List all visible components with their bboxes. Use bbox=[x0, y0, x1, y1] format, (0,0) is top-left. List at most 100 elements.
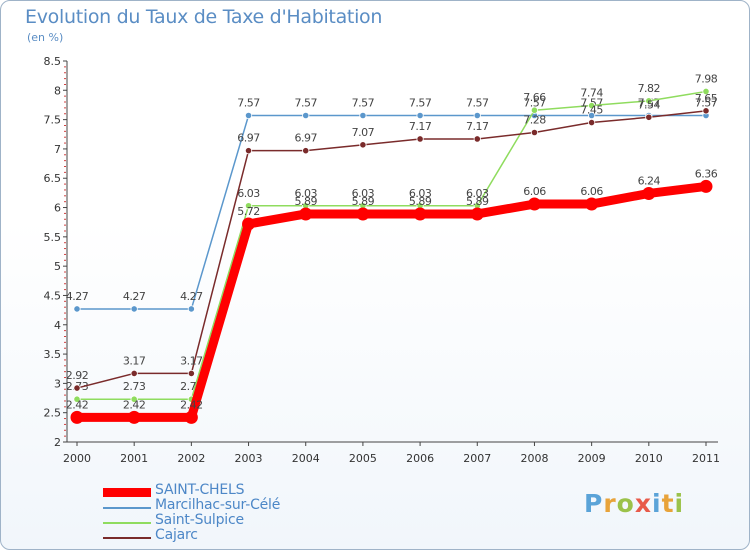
legend-swatch bbox=[103, 537, 151, 539]
y-tick-label: 3.5 bbox=[44, 348, 62, 361]
data-label: 7.07 bbox=[352, 126, 375, 139]
data-point bbox=[127, 410, 141, 424]
data-point bbox=[302, 111, 310, 120]
legend-label: Saint-Sulpice bbox=[155, 512, 244, 528]
x-tick-label: 2008 bbox=[520, 452, 548, 465]
data-label: 4.27 bbox=[66, 290, 89, 303]
data-label: 2.73 bbox=[123, 380, 146, 393]
data-point bbox=[130, 369, 138, 378]
data-label: 6.24 bbox=[638, 174, 661, 187]
data-label: 7.17 bbox=[466, 120, 489, 133]
y-tick-label: 6 bbox=[54, 202, 61, 215]
x-tick-label: 2004 bbox=[292, 452, 320, 465]
logo-letter: P bbox=[584, 489, 604, 518]
data-label: 5.89 bbox=[409, 195, 432, 208]
legend-swatch bbox=[103, 522, 151, 524]
data-label: 7.54 bbox=[638, 98, 661, 111]
data-point bbox=[242, 217, 256, 231]
data-label: 5.89 bbox=[352, 195, 375, 208]
y-tick-label: 8 bbox=[54, 84, 61, 97]
data-point bbox=[588, 101, 596, 110]
data-point bbox=[588, 111, 596, 120]
y-tick-label: 7 bbox=[54, 143, 61, 156]
data-point bbox=[244, 202, 253, 210]
logo-letter: i bbox=[652, 489, 662, 518]
data-point bbox=[470, 207, 484, 221]
series-line bbox=[72, 181, 711, 422]
data-point bbox=[645, 97, 653, 105]
data-point bbox=[416, 111, 424, 120]
legend-swatch bbox=[103, 507, 151, 509]
data-label: 2.42 bbox=[123, 398, 146, 411]
data-point bbox=[416, 135, 424, 143]
logo-letter: i bbox=[674, 489, 685, 518]
data-label: 2.42 bbox=[66, 398, 89, 411]
data-label: 6.36 bbox=[695, 167, 718, 180]
data-label: 6.06 bbox=[580, 185, 603, 198]
data-label: 3.17 bbox=[123, 354, 146, 367]
data-point bbox=[73, 395, 81, 403]
x-tick-label: 2002 bbox=[177, 452, 205, 465]
data-label: 7.57 bbox=[352, 97, 375, 110]
data-point bbox=[527, 197, 541, 211]
data-label: 7.45 bbox=[580, 104, 603, 117]
data-point bbox=[130, 305, 138, 313]
data-label: 7.82 bbox=[638, 82, 661, 95]
data-point bbox=[473, 111, 481, 120]
data-label: 7.57 bbox=[523, 97, 546, 110]
proxiti-logo: Proxiti bbox=[584, 489, 684, 518]
data-label: 3.17 bbox=[180, 354, 203, 367]
logo-letter: o bbox=[616, 489, 635, 518]
legend-label: Cajarc bbox=[155, 527, 198, 543]
logo-letter: r bbox=[603, 489, 617, 518]
y-tick-label: 7.5 bbox=[44, 114, 62, 127]
series-line bbox=[76, 114, 707, 310]
chart-title: Evolution du Taux de Taxe d'Habitation bbox=[25, 6, 383, 28]
data-label: 7.57 bbox=[294, 97, 317, 110]
data-label: 5.89 bbox=[466, 195, 489, 208]
data-label: 2.42 bbox=[180, 398, 203, 411]
data-label: 7.57 bbox=[237, 97, 260, 110]
data-label: 6.03 bbox=[352, 187, 375, 200]
data-point bbox=[184, 410, 198, 424]
data-point bbox=[588, 118, 596, 127]
y-tick-label: 5.5 bbox=[44, 231, 62, 244]
data-point bbox=[187, 305, 195, 313]
data-label: 6.03 bbox=[409, 187, 432, 200]
y-tick-label: 6.5 bbox=[44, 172, 62, 185]
x-tick-label: 2003 bbox=[235, 452, 263, 465]
data-point bbox=[645, 113, 653, 121]
data-label: 6.03 bbox=[237, 187, 260, 200]
data-point bbox=[130, 395, 138, 403]
data-point bbox=[702, 107, 710, 115]
data-label: 7.98 bbox=[695, 72, 718, 85]
y-tick-label: 2 bbox=[54, 436, 61, 449]
data-point bbox=[299, 207, 313, 221]
data-point bbox=[70, 410, 84, 424]
x-tick-label: 2007 bbox=[463, 452, 491, 465]
data-label: 5.89 bbox=[294, 195, 317, 208]
data-label: 6.03 bbox=[466, 187, 489, 200]
legend-swatch bbox=[103, 488, 151, 497]
data-point bbox=[699, 179, 713, 193]
data-point bbox=[73, 384, 81, 392]
x-tick-label: 2000 bbox=[63, 452, 91, 465]
data-point bbox=[530, 106, 539, 114]
y-tick-label: 3 bbox=[54, 377, 61, 390]
y-tick-label: 8.5 bbox=[44, 55, 62, 68]
y-tick-label: 4 bbox=[54, 319, 61, 332]
x-tick-label: 2001 bbox=[120, 452, 148, 465]
data-label: 7.57 bbox=[695, 97, 718, 110]
x-tick-label: 2011 bbox=[692, 452, 720, 465]
data-point bbox=[359, 111, 367, 120]
data-point bbox=[642, 186, 656, 200]
x-tick-label: 2006 bbox=[406, 452, 434, 465]
data-label: 6.97 bbox=[294, 132, 317, 145]
data-point bbox=[187, 369, 195, 378]
data-point bbox=[359, 141, 367, 149]
data-label: 6.06 bbox=[523, 185, 546, 198]
y-tick-label: 5 bbox=[54, 260, 61, 273]
data-point bbox=[413, 207, 427, 221]
